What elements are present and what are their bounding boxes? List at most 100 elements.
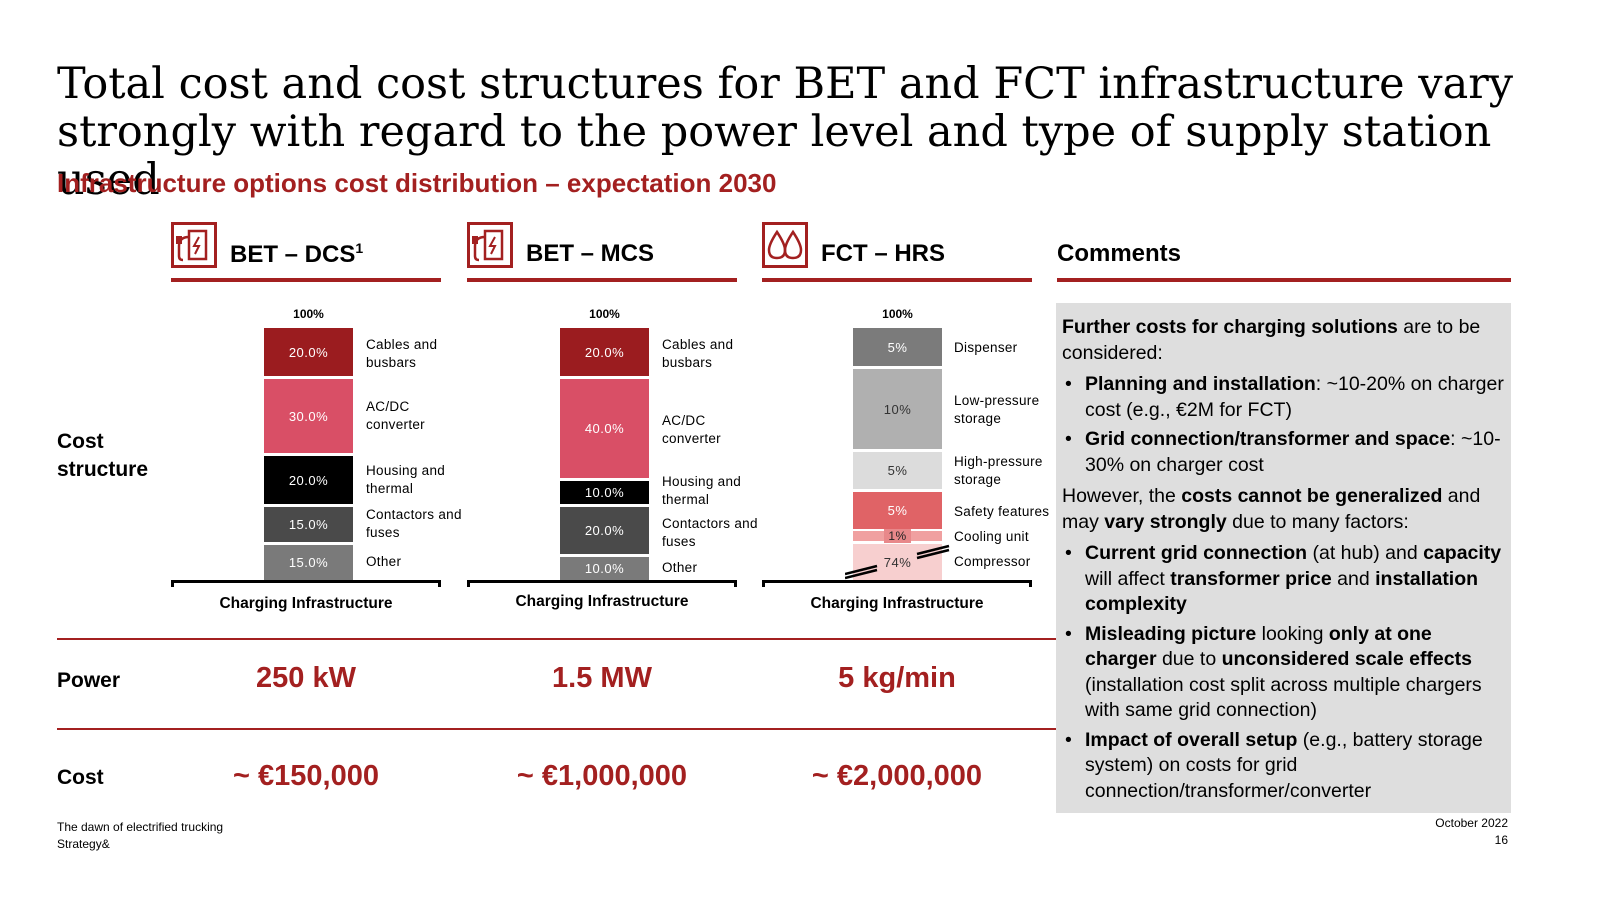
- data-label: 5%: [887, 463, 908, 478]
- comments-title: Comments: [1057, 240, 1182, 267]
- comments-intro: Further costs for charging solutions are…: [1062, 316, 1481, 364]
- segment-label: Other: [662, 560, 698, 575]
- data-label: 15.0%: [288, 555, 329, 570]
- segment-label: Safety features: [954, 504, 1050, 519]
- x-axis: [171, 580, 441, 587]
- data-label: 40.0%: [584, 421, 625, 436]
- hydrogen-drops-icon: [762, 222, 808, 268]
- bar-segment: 15.0%: [264, 507, 353, 542]
- data-label: 20.0%: [288, 472, 329, 488]
- data-label: 5%: [887, 339, 908, 355]
- comments-list-costs: Planning and installation: ~10-20% on ch…: [1062, 372, 1507, 478]
- data-label: 15.0%: [288, 517, 329, 532]
- bar-segment: 1%: [853, 529, 942, 543]
- data-label: 20.0%: [288, 344, 329, 360]
- list-item: Misleading picture looking only at one c…: [1065, 622, 1507, 724]
- data-label: 30.0%: [288, 408, 329, 424]
- header-underline: [762, 278, 1032, 282]
- segment-label: Cooling unit: [954, 529, 1029, 544]
- bar-segment: 40.0%: [560, 379, 649, 478]
- total-label: 100%: [589, 307, 620, 321]
- ev-charger-icon: [467, 222, 513, 268]
- footer-company: Strategy&: [57, 837, 110, 851]
- bar-segment: 5%: [853, 492, 942, 529]
- page-number: 16: [1494, 833, 1508, 847]
- data-label: 10.0%: [584, 561, 625, 576]
- power-value-bet-dcs: 250 kW: [256, 662, 356, 694]
- segment-label: Housing and thermal: [366, 463, 446, 496]
- row-label-power: Power: [57, 669, 121, 692]
- bar-segment: 10%: [853, 369, 942, 449]
- total-label: 100%: [293, 307, 324, 321]
- bar-segment: 30.0%: [264, 379, 353, 453]
- bar-segment: 20.0%: [264, 328, 353, 376]
- list-item: Current grid connection (at hub) and cap…: [1065, 541, 1507, 618]
- footer-right: October 2022 16: [1380, 815, 1508, 849]
- column-header-fct-hrs: FCT – HRS: [762, 222, 1032, 282]
- ev-charger-icon: [171, 222, 217, 268]
- page-subtitle: Infrastructure options cost distribution…: [57, 168, 777, 198]
- page-title: Total cost and cost structures for BET a…: [57, 59, 1514, 205]
- bar-segment: 20.0%: [560, 507, 649, 554]
- bar-segment: 74%: [853, 544, 942, 580]
- x-axis-label: Charging Infrastructure: [515, 593, 689, 610]
- segment-label: AC/DC converter: [366, 399, 425, 432]
- column-header-bet-dcs: BET – DCS1: [171, 222, 441, 282]
- data-label: 10%: [883, 401, 912, 417]
- footer-report-title: The dawn of electrified trucking: [57, 820, 224, 834]
- data-label: 5%: [887, 503, 908, 518]
- bar-segment: 5%: [853, 328, 942, 366]
- row-label-cost: Cost: [57, 766, 104, 789]
- bar-segment: 10.0%: [560, 481, 649, 504]
- x-axis: [762, 580, 1032, 587]
- segment-label: Housing and thermal: [662, 474, 742, 507]
- header-underline: [1057, 278, 1511, 282]
- data-label: 1%: [884, 529, 911, 543]
- x-axis: [467, 580, 737, 587]
- segment-label: Cables and busbars: [662, 337, 734, 370]
- data-label: 20.0%: [584, 344, 625, 360]
- row-divider: [57, 638, 1057, 640]
- power-value-bet-mcs: 1.5 MW: [552, 662, 652, 694]
- list-item: Grid connection/transformer and space: ~…: [1065, 427, 1507, 478]
- segment-label: High-pressure storage: [954, 454, 1043, 487]
- column-title: FCT – HRS: [821, 240, 946, 267]
- data-label: 10.0%: [584, 485, 625, 500]
- bar-segment: 20.0%: [560, 328, 649, 376]
- x-axis-label: Charging Infrastructure: [219, 595, 393, 612]
- segment-label: Low-pressure storage: [954, 393, 1040, 426]
- column-header-bet-mcs: BET – MCS: [467, 222, 737, 282]
- segment-label: Other: [366, 554, 402, 569]
- bar-segment: 10.0%: [560, 557, 649, 580]
- segment-label: Contactors and fuses: [662, 516, 758, 549]
- footer-left: The dawn of electrified trucking Strateg…: [57, 819, 223, 853]
- bar-segment: 15.0%: [264, 545, 353, 580]
- cost-value-fct-hrs: ~ €2,000,000: [811, 760, 983, 792]
- column-title: BET – MCS: [526, 240, 655, 267]
- column-title: BET – DCS1: [230, 240, 364, 268]
- footer-date: October 2022: [1435, 816, 1508, 830]
- power-value-fct-hrs: 5 kg/min: [838, 662, 956, 694]
- list-item: Planning and installation: ~10-20% on ch…: [1065, 372, 1507, 423]
- column-header-comments: Comments: [1057, 222, 1511, 282]
- cost-value-bet-dcs: ~ €150,000: [233, 760, 379, 792]
- segment-label: Contactors and fuses: [366, 507, 462, 540]
- list-item: Impact of overall setup (e.g., battery s…: [1065, 728, 1507, 805]
- data-label: 74%: [883, 554, 912, 570]
- axis-break-icon: [845, 544, 950, 580]
- row-label-cost-structure: Cost structure: [57, 430, 149, 481]
- cost-value-bet-mcs: ~ €1,000,000: [516, 760, 688, 792]
- segment-label: AC/DC converter: [662, 413, 721, 446]
- segment-label: Dispenser: [954, 340, 1018, 355]
- comments-list-factors: Current grid connection (at hub) and cap…: [1062, 541, 1507, 804]
- segment-label: Compressor: [954, 554, 1031, 569]
- x-axis-label: Charging Infrastructure: [810, 595, 984, 612]
- header-underline: [171, 278, 441, 282]
- bar-segment: 5%: [853, 452, 942, 489]
- comments-box: Further costs for charging solutions are…: [1056, 303, 1511, 813]
- header-underline: [467, 278, 737, 282]
- segment-label: Cables and busbars: [366, 337, 438, 370]
- comments-generalization: However, the costs cannot be generalized…: [1062, 485, 1481, 533]
- bar-segment: 20.0%: [264, 456, 353, 504]
- row-divider: [57, 728, 1057, 730]
